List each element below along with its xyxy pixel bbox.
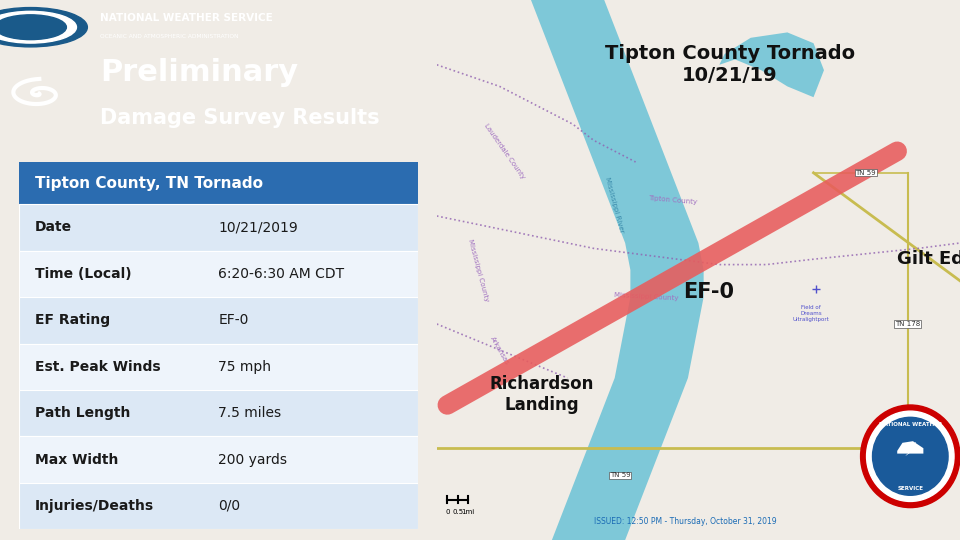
Text: TN 59: TN 59 (610, 472, 630, 478)
Text: Tipton County Tornado
10/21/19: Tipton County Tornado 10/21/19 (605, 44, 854, 85)
Text: *: * (871, 440, 874, 444)
Text: 75 mph: 75 mph (219, 360, 272, 374)
Text: Injuries/Deaths: Injuries/Deaths (36, 499, 155, 513)
Text: 0.5: 0.5 (452, 509, 464, 515)
FancyBboxPatch shape (19, 251, 418, 297)
Text: *: * (949, 454, 952, 459)
Circle shape (867, 411, 954, 502)
Circle shape (0, 15, 66, 39)
Text: 1mi: 1mi (462, 509, 475, 515)
Polygon shape (719, 32, 824, 97)
FancyBboxPatch shape (19, 162, 418, 204)
Text: *: * (889, 490, 891, 495)
Text: *: * (916, 495, 919, 500)
Text: 6:20-6:30 AM CDT: 6:20-6:30 AM CDT (219, 267, 345, 281)
Text: Mississippi County: Mississippi County (468, 238, 490, 302)
Circle shape (0, 11, 77, 43)
FancyBboxPatch shape (19, 483, 418, 529)
Circle shape (0, 8, 87, 47)
Text: *: * (871, 468, 874, 473)
FancyBboxPatch shape (19, 204, 418, 251)
Polygon shape (531, 0, 704, 540)
Circle shape (873, 417, 948, 495)
Text: *: * (940, 481, 943, 486)
Text: Mississippi River: Mississippi River (605, 177, 625, 234)
FancyBboxPatch shape (19, 297, 418, 343)
FancyBboxPatch shape (19, 390, 418, 436)
Text: Mississippi County: Mississippi County (613, 292, 679, 302)
Text: Est. Peak Winds: Est. Peak Winds (36, 360, 160, 374)
FancyBboxPatch shape (19, 436, 418, 483)
Text: Preliminary: Preliminary (101, 58, 299, 87)
Text: Arkansas: Arkansas (489, 336, 510, 366)
Text: Tipton County, TN Tornado: Tipton County, TN Tornado (36, 176, 263, 191)
Text: 10/21/2019: 10/21/2019 (219, 220, 299, 234)
Text: ⚡: ⚡ (903, 441, 917, 461)
Text: NATIONAL WEATHER SERVICE: NATIONAL WEATHER SERVICE (101, 13, 274, 23)
Text: EF Rating: EF Rating (36, 313, 110, 327)
Text: Field of
Dreams
Ultralightport: Field of Dreams Ultralightport (793, 305, 829, 322)
Text: *: * (916, 413, 919, 417)
Text: Gilt Edge: Gilt Edge (898, 250, 960, 268)
Text: SERVICE: SERVICE (898, 485, 924, 491)
Text: Path Length: Path Length (36, 406, 131, 420)
Circle shape (860, 405, 960, 508)
Text: 0/0: 0/0 (219, 499, 241, 513)
Polygon shape (898, 441, 924, 454)
Text: Richardson
Landing: Richardson Landing (490, 375, 593, 414)
Text: Time (Local): Time (Local) (36, 267, 132, 281)
Text: *: * (889, 417, 891, 422)
Text: *: * (940, 427, 943, 432)
Text: Tipton County: Tipton County (648, 195, 697, 205)
Text: NATIONAL WEATHER: NATIONAL WEATHER (878, 422, 942, 427)
Text: 200 yards: 200 yards (219, 453, 287, 467)
FancyBboxPatch shape (19, 343, 418, 390)
Text: Date: Date (36, 220, 72, 234)
Text: Damage Survey Results: Damage Survey Results (101, 108, 380, 128)
Text: 0: 0 (445, 509, 449, 515)
Text: EF-0: EF-0 (684, 281, 734, 302)
Text: EF-0: EF-0 (219, 313, 249, 327)
Text: ISSUED: 12:50 PM - Thursday, October 31, 2019: ISSUED: 12:50 PM - Thursday, October 31,… (593, 517, 777, 525)
Text: 7.5 miles: 7.5 miles (219, 406, 281, 420)
Text: Lauderdale County: Lauderdale County (484, 123, 526, 180)
Text: TN 178: TN 178 (895, 321, 921, 327)
Text: OCEANIC AND ATMOSPHERIC ADMINISTRATION: OCEANIC AND ATMOSPHERIC ADMINISTRATION (101, 34, 239, 39)
Text: Max Width: Max Width (36, 453, 118, 467)
Text: TN 59: TN 59 (855, 170, 876, 176)
